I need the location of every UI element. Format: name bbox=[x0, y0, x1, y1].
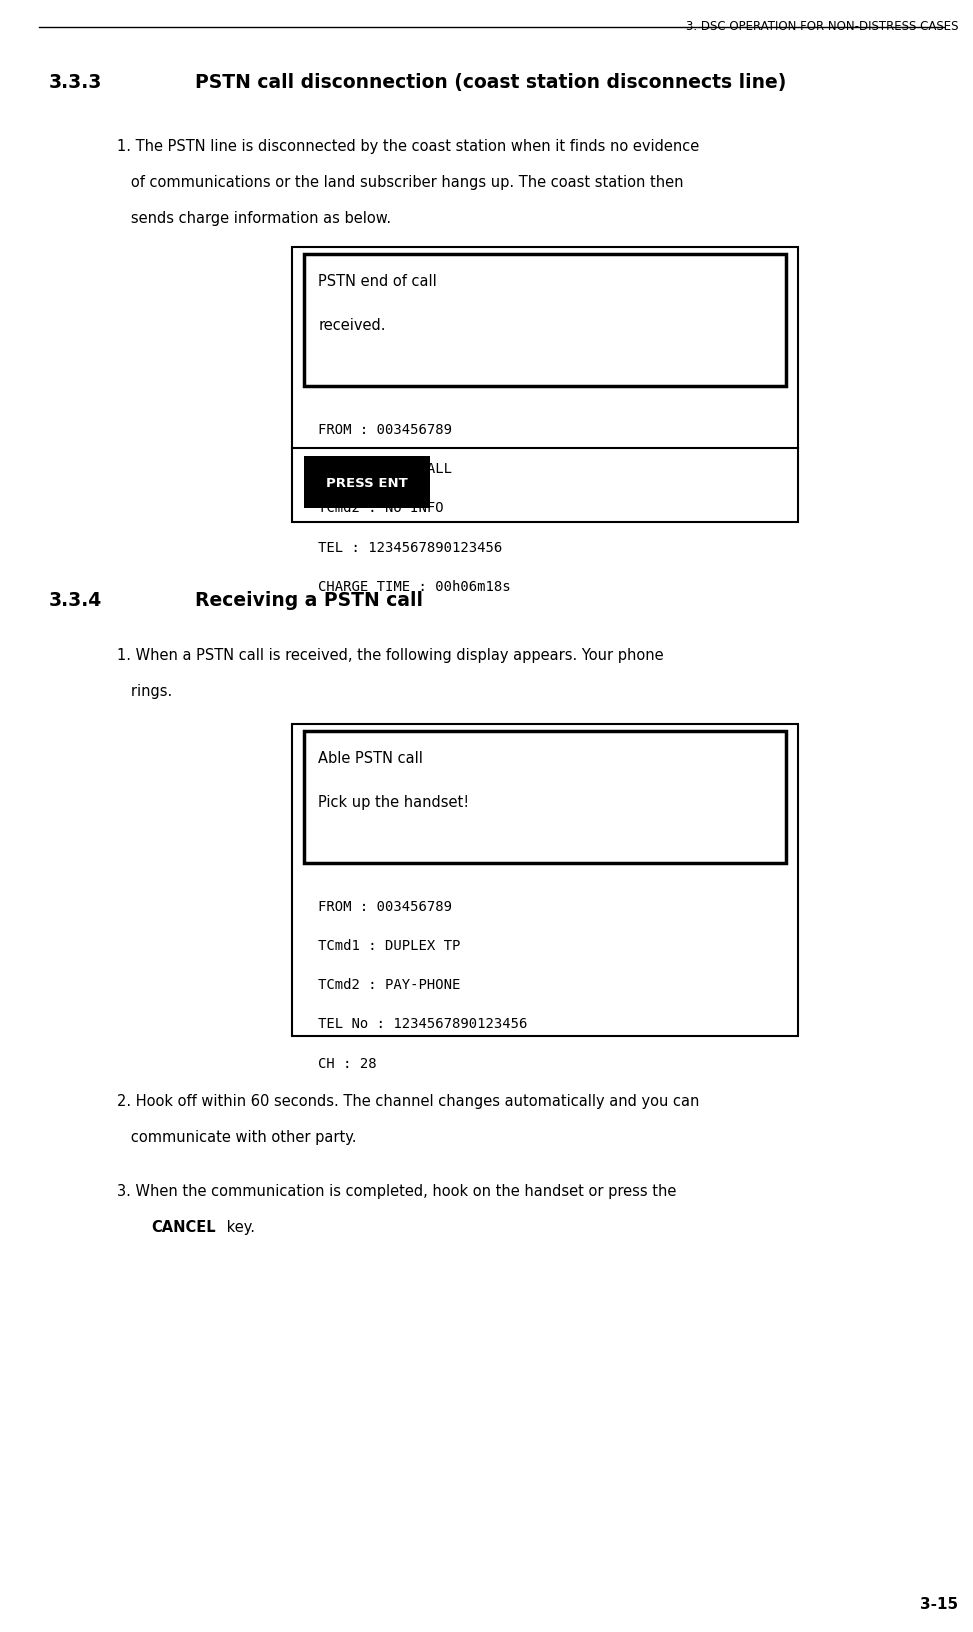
Text: Receiving a PSTN call: Receiving a PSTN call bbox=[195, 591, 422, 610]
Text: Able PSTN call: Able PSTN call bbox=[318, 751, 423, 765]
Text: PSTN end of call: PSTN end of call bbox=[318, 274, 437, 289]
Text: CHARGE TIME : 00h06m18s: CHARGE TIME : 00h06m18s bbox=[318, 579, 511, 594]
Text: 2. Hook off within 60 seconds. The channel changes automatically and you can: 2. Hook off within 60 seconds. The chann… bbox=[117, 1093, 700, 1108]
Text: PRESS ENT: PRESS ENT bbox=[326, 477, 408, 490]
Text: TCmd2 : PAY-PHONE: TCmd2 : PAY-PHONE bbox=[318, 978, 460, 992]
Text: 3.3.4: 3.3.4 bbox=[49, 591, 102, 610]
Text: TCmd1 : END CALL: TCmd1 : END CALL bbox=[318, 462, 452, 477]
Text: TCmd2 : NO INFO: TCmd2 : NO INFO bbox=[318, 501, 444, 516]
Text: 1. The PSTN line is disconnected by the coast station when it finds no evidence: 1. The PSTN line is disconnected by the … bbox=[117, 139, 699, 153]
FancyBboxPatch shape bbox=[304, 255, 786, 387]
FancyBboxPatch shape bbox=[292, 725, 798, 1036]
Text: communicate with other party.: communicate with other party. bbox=[117, 1129, 356, 1144]
Text: 3. When the communication is completed, hook on the handset or press the: 3. When the communication is completed, … bbox=[117, 1183, 676, 1198]
Text: 3.3.3: 3.3.3 bbox=[49, 73, 102, 93]
Text: received.: received. bbox=[318, 318, 385, 333]
Text: 3-15: 3-15 bbox=[920, 1596, 958, 1611]
Text: TCmd1 : DUPLEX TP: TCmd1 : DUPLEX TP bbox=[318, 938, 460, 953]
Text: 1. When a PSTN call is received, the following display appears. Your phone: 1. When a PSTN call is received, the fol… bbox=[117, 648, 664, 663]
Text: FROM : 003456789: FROM : 003456789 bbox=[318, 899, 452, 914]
Text: of communications or the land subscriber hangs up. The coast station then: of communications or the land subscriber… bbox=[117, 175, 683, 189]
Text: TEL No : 1234567890123456: TEL No : 1234567890123456 bbox=[318, 1017, 527, 1031]
Text: PSTN call disconnection (coast station disconnects line): PSTN call disconnection (coast station d… bbox=[195, 73, 786, 93]
Text: CH : 28: CH : 28 bbox=[318, 1056, 377, 1071]
FancyBboxPatch shape bbox=[304, 457, 430, 509]
Text: Pick up the handset!: Pick up the handset! bbox=[318, 795, 469, 809]
Text: TEL : 1234567890123456: TEL : 1234567890123456 bbox=[318, 540, 502, 555]
Text: key.: key. bbox=[222, 1219, 255, 1234]
Text: 3. DSC OPERATION FOR NON-DISTRESS CASES: 3. DSC OPERATION FOR NON-DISTRESS CASES bbox=[686, 20, 958, 33]
FancyBboxPatch shape bbox=[304, 731, 786, 863]
Text: sends charge information as below.: sends charge information as below. bbox=[117, 211, 391, 225]
Text: FROM : 003456789: FROM : 003456789 bbox=[318, 423, 452, 437]
Text: CANCEL: CANCEL bbox=[151, 1219, 215, 1234]
Text: rings.: rings. bbox=[117, 684, 172, 698]
FancyBboxPatch shape bbox=[292, 248, 798, 522]
